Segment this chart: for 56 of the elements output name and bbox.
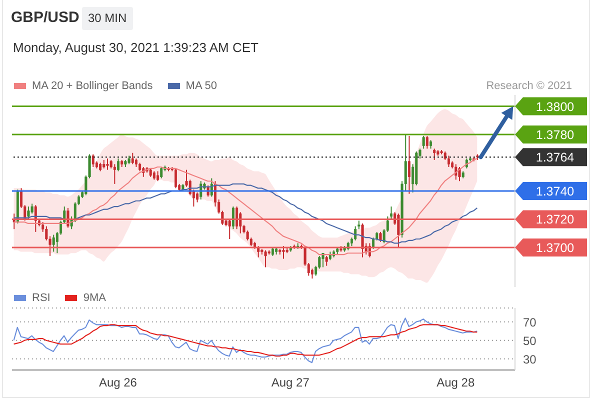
chart-title: GBP/USD <box>11 9 80 26</box>
candlestick <box>310 268 314 280</box>
y-tick-label: 1.3780 <box>536 128 574 142</box>
candlestick <box>257 246 260 258</box>
candlestick <box>30 203 34 214</box>
candlestick <box>422 135 425 150</box>
candlestick <box>228 218 231 240</box>
candlestick <box>113 164 116 184</box>
legend-label: MA 20 + Bollinger Bands <box>32 80 153 92</box>
candlestick <box>433 148 436 160</box>
candlestick <box>174 168 177 189</box>
candlestick <box>27 206 30 220</box>
candlestick <box>354 226 357 241</box>
line-series <box>13 318 478 364</box>
chart-subtitle: Monday, August 30, 2021 1:39:23 AM CET <box>13 40 258 55</box>
legend-label: MA 50 <box>186 80 217 92</box>
y-tick-label: 70 <box>523 315 537 330</box>
candlestick <box>232 206 234 230</box>
candlestick <box>156 170 160 182</box>
candlestick <box>397 213 400 248</box>
legend-label: RSI <box>32 292 50 304</box>
candlestick <box>282 246 285 260</box>
candlestick <box>160 166 163 179</box>
candlestick <box>458 166 461 182</box>
candlestick <box>447 155 450 168</box>
candlestick <box>408 135 410 194</box>
candlestick <box>361 222 364 258</box>
candlestick <box>131 152 134 165</box>
x-tick-label: Aug 27 <box>271 376 310 390</box>
candlestick <box>239 212 242 234</box>
y-tick-label: 1.3764 <box>536 150 574 165</box>
candlestick <box>322 252 324 268</box>
y-tick-label: 1.3700 <box>536 240 574 255</box>
candlestick <box>264 250 267 268</box>
candlestick <box>196 192 199 203</box>
candlestick <box>92 154 94 168</box>
candlestick <box>379 231 382 242</box>
x-tick-label: Aug 26 <box>98 376 138 390</box>
candlestick <box>236 206 238 230</box>
line-series <box>13 324 478 357</box>
text: 30 MIN <box>88 11 127 25</box>
x-tick-label: Aug 28 <box>436 376 475 390</box>
candlestick <box>390 206 393 220</box>
y-tick-label: 1.3740 <box>536 184 574 198</box>
candlestick <box>454 164 458 180</box>
y-tick-label: 1.3720 <box>536 212 574 227</box>
candlestick <box>52 234 55 252</box>
candlestick <box>117 158 120 172</box>
text: Research © 2021 <box>486 80 572 92</box>
candlestick <box>325 255 328 266</box>
candlestick <box>106 158 109 170</box>
legend-label: 9MA <box>83 292 106 304</box>
y-tick-label: 1.3800 <box>536 100 574 114</box>
y-tick-label: 50 <box>523 334 537 348</box>
y-tick-label: 30 <box>523 352 537 366</box>
candlestick <box>426 135 428 150</box>
